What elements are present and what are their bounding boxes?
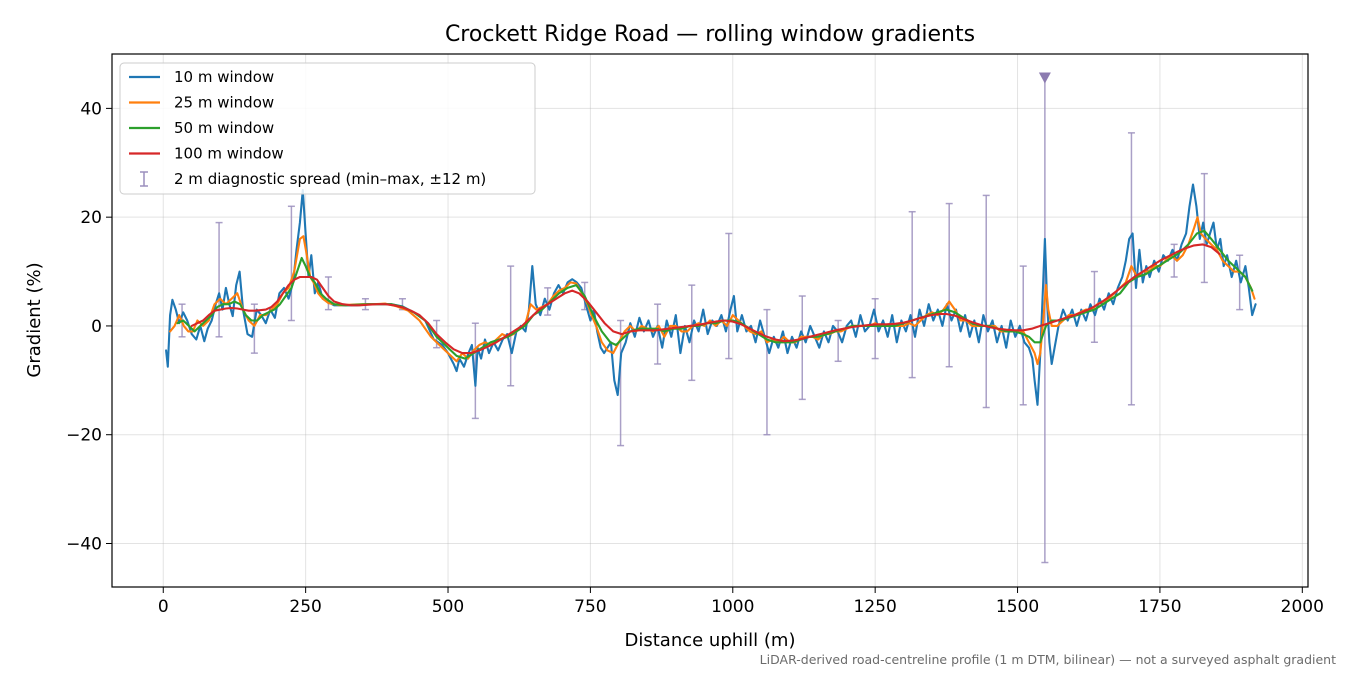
footnote: LiDAR-derived road-centreline profile (1…	[760, 652, 1336, 667]
spread-bar	[1236, 254, 1244, 311]
y-tick-label: 0	[91, 317, 102, 337]
series-lines	[165, 183, 1257, 406]
x-tick-label: 0	[158, 597, 169, 617]
x-tick-label: 500	[432, 597, 464, 617]
legend-label: 50 m window	[174, 119, 274, 137]
legend-label: 2 m diagnostic spread (min–max, ±12 m)	[174, 170, 486, 188]
spread-bar	[798, 295, 806, 401]
x-axis-label: Distance uphill (m)	[625, 630, 796, 651]
y-axis-ticks: −40 −20 0 20 40	[66, 99, 112, 554]
x-tick-label: 1500	[996, 597, 1039, 617]
spread-bar	[945, 202, 953, 368]
series-line-4	[190, 243, 1221, 355]
y-tick-label: −40	[66, 534, 102, 554]
outlier-markers	[1038, 72, 1051, 84]
x-tick-label: 1250	[854, 597, 897, 617]
spread-bar	[324, 276, 332, 311]
y-axis-label: Gradient (%)	[24, 262, 45, 377]
spread-bar	[725, 232, 733, 360]
legend-label: 100 m window	[174, 145, 284, 163]
spread-bar	[507, 265, 515, 387]
spread-bar	[215, 221, 223, 338]
spread-bar	[982, 194, 990, 409]
chart-title: Crockett Ridge Road — rolling window gra…	[445, 22, 975, 47]
plot-frame	[111, 53, 1309, 588]
spread-bar	[763, 308, 771, 436]
x-tick-label: 250	[289, 597, 321, 617]
spread-bar	[834, 319, 842, 363]
legend: 10 m window 25 m window 50 m window 100 m w…	[119, 62, 536, 195]
spread-bar	[871, 297, 879, 360]
legend-box	[119, 62, 536, 195]
spread-bar	[654, 303, 662, 365]
spread-bar	[544, 287, 552, 316]
spread-bar	[1170, 243, 1178, 278]
spread-bar	[287, 205, 295, 322]
legend-label: 25 m window	[174, 94, 274, 112]
x-tick-label: 2000	[1281, 597, 1324, 617]
x-tick-label: 1000	[711, 597, 754, 617]
x-axis-ticks: 0 250 500 750 1000 1250 1500 1750 2000	[158, 587, 1324, 617]
x-tick-label: 750	[574, 597, 606, 617]
x-tick-label: 1750	[1138, 597, 1181, 617]
legend-label: 10 m window	[174, 68, 274, 86]
y-tick-label: 40	[80, 99, 102, 119]
series-line-3	[176, 229, 1254, 360]
spread-bar	[908, 210, 916, 379]
y-tick-label: 20	[80, 208, 102, 228]
y-tick-label: −20	[66, 426, 102, 446]
series-line-1	[165, 183, 1257, 406]
outlier-marker	[1038, 72, 1051, 84]
